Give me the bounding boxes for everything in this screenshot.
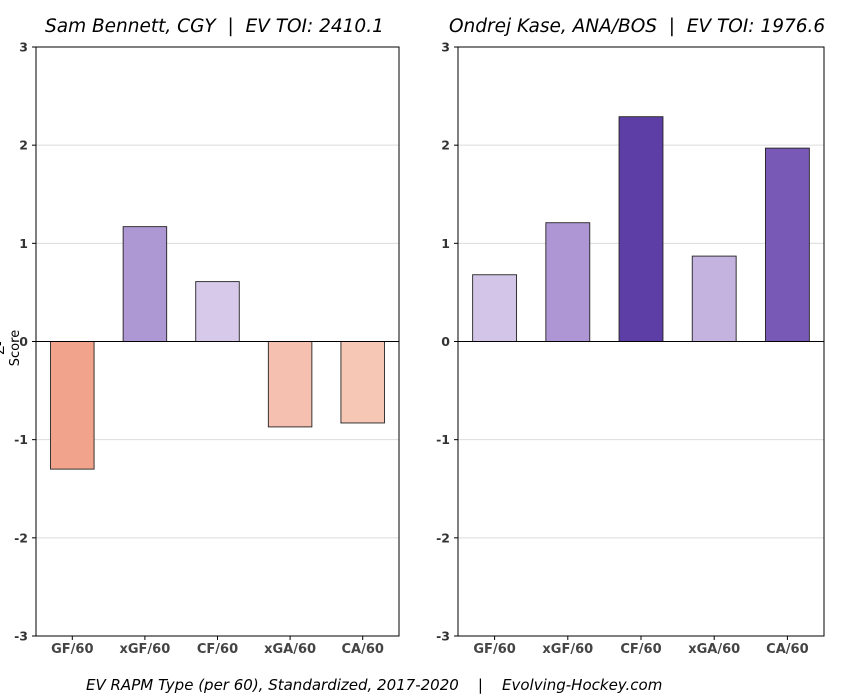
bar-left-2 [195,281,240,342]
y-tick-label-right-6: 3 [441,40,450,55]
bar-left-0 [50,341,95,470]
bar-left-3 [267,341,313,428]
y-tick-label-right-5: 2 [441,138,450,153]
x-tick-label-left-4: CA/60 [341,642,383,657]
plot-frame-left [35,46,400,637]
chart-title-right: Ondrej Kase, ANA/BOS | EV TOI: 1976.6 [449,16,826,37]
chart-title-left: Sam Bennett, CGY | EV TOI: 2410.1 [45,16,384,37]
x-tick-label-right-3: xGA/60 [688,642,740,657]
x-tick-label-left-0: GF/60 [51,642,93,657]
x-tick-label-right-4: CA/60 [766,642,808,657]
x-tick-label-right-1: xGF/60 [542,642,593,657]
bar-left-1 [122,226,168,342]
y-tick-label-right-3: 0 [441,334,450,349]
bar-right-0 [472,274,518,342]
y-tick-label-right-1: -2 [436,530,450,545]
x-tick-label-left-2: CF/60 [197,642,238,657]
bar-left-4 [340,341,385,424]
x-tick-label-right-2: CF/60 [620,642,661,657]
bar-right-1 [545,222,591,342]
y-tick-label-right-4: 1 [441,236,450,251]
bar-right-3 [691,255,737,342]
y-tick-label-left-5: 2 [19,138,28,153]
x-tick-label-left-3: xGA/60 [264,642,316,657]
y-tick-label-left-6: 3 [19,40,28,55]
y-tick-label-left-3: 0 [19,334,28,349]
x-tick-label-right-0: GF/60 [473,642,515,657]
figure-caption: EV RAPM Type (per 60), Standardized, 201… [86,676,663,694]
plot-frame-right [457,46,825,637]
bar-right-2 [618,116,664,342]
y-tick-label-left-1: -2 [14,530,28,545]
y-tick-label-left-0: -3 [14,629,28,644]
y-tick-label-right-0: -3 [436,629,450,644]
y-tick-label-left-4: 1 [19,236,28,251]
y-tick-label-right-2: -1 [436,432,450,447]
bar-right-4 [764,147,810,342]
x-tick-label-left-1: xGF/60 [120,642,171,657]
y-tick-label-left-2: -1 [14,432,28,447]
